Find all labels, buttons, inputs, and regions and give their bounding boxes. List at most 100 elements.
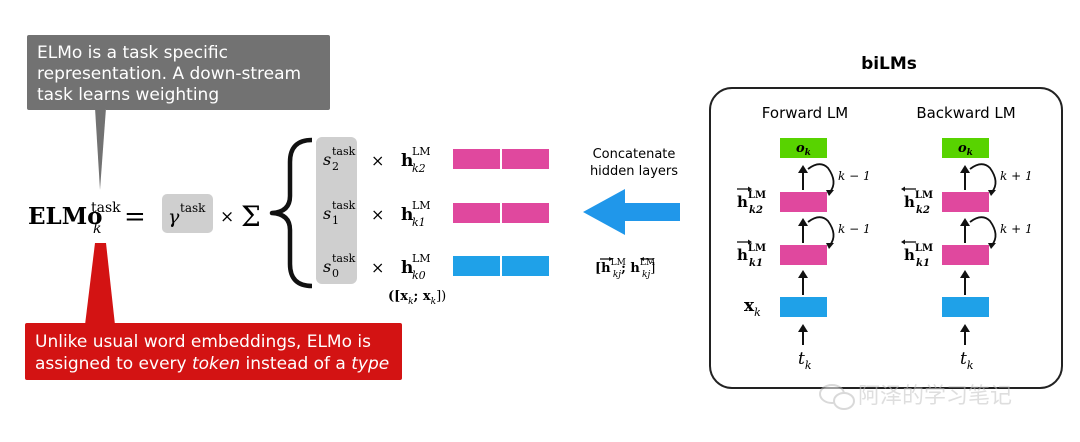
- svg-text:([xk; xk]): ([xk; xk]): [388, 289, 446, 307]
- s-sub: 2: [332, 160, 339, 173]
- callout-text: assigned to every: [35, 354, 192, 374]
- s-symbol: s: [323, 204, 331, 223]
- h-sub: k0: [412, 269, 426, 282]
- forward-loop-label: k − 1: [838, 169, 871, 183]
- wechat-icon: [819, 384, 855, 410]
- forward-loop-heads: [826, 190, 834, 249]
- forward-loop-label: k − 1: [838, 222, 871, 236]
- callout-line: representation. A down-stream: [37, 64, 302, 84]
- backward-h-bottom: hLM k1: [904, 243, 933, 269]
- weights-box: [316, 137, 357, 284]
- gamma-symbol: γ: [168, 206, 180, 228]
- forward-hidden-bottom: [780, 245, 827, 265]
- forward-arrows: [798, 165, 808, 345]
- weight-row-1: s task 1 × h LM k1: [323, 199, 431, 229]
- backward-recurrent-loops: [969, 163, 997, 246]
- vector-row-0: [453, 256, 549, 276]
- callout-text: instead of a: [240, 354, 352, 374]
- backward-h-arrows: [640, 186, 916, 261]
- type-word: type: [351, 354, 390, 374]
- concat-formula: [hLM kj; hLM kj]: [595, 258, 655, 280]
- callout-line: assigned to every token instead of a typ…: [35, 353, 392, 375]
- weight-row-2: s task 2 × h LM k2: [323, 145, 431, 175]
- h-sup: LM: [412, 199, 431, 212]
- backward-loop-label: k + 1: [1000, 169, 1033, 183]
- pink-segment: [453, 149, 500, 169]
- forward-output-label: ok: [796, 141, 811, 158]
- elmo-sub: k: [93, 221, 101, 237]
- bilms-title: biLMs: [861, 54, 917, 74]
- blue-segment: [453, 256, 500, 276]
- pink-segment: [453, 203, 500, 223]
- times-sign: ×: [220, 207, 234, 227]
- concat-label-line1: Concatenate: [593, 147, 676, 162]
- forward-input-box: [780, 297, 827, 317]
- concat-label-line2: hidden layers: [590, 164, 678, 179]
- pink-segment: [502, 203, 549, 223]
- forward-h-bottom: hLM k1: [737, 243, 766, 269]
- gamma-sup: task: [180, 201, 206, 215]
- concat-arrow: [583, 189, 680, 235]
- weight-row-0: s task 0 × h LM k0: [323, 252, 431, 282]
- callout-line: task learns weighting parameters: [37, 85, 220, 126]
- forward-output-box: [780, 138, 827, 158]
- forward-recurrent-loops: [807, 163, 835, 246]
- h-sub: k2: [412, 162, 426, 175]
- backward-arrows: [960, 165, 970, 345]
- input-x-label: xk: [744, 296, 761, 319]
- h-symbol: h: [401, 151, 413, 171]
- backward-hidden-bottom: [942, 245, 989, 265]
- s-sub: 1: [332, 214, 339, 227]
- backward-loop-heads: [988, 190, 996, 249]
- sum-symbol: Σ: [241, 200, 261, 233]
- elmo-sup: task: [91, 200, 121, 216]
- h-sup: LM: [412, 145, 431, 158]
- backward-lm-title: Backward LM: [916, 104, 1015, 122]
- elmo-term: ELMo: [28, 203, 103, 230]
- s-symbol: s: [323, 257, 331, 276]
- callout-line: Unlike usual word embeddings, ELMo is: [35, 332, 371, 352]
- s-sup: task: [332, 199, 356, 212]
- times-sign: ×: [371, 258, 384, 277]
- vector-row-1: [453, 203, 549, 223]
- h-sup: LM: [412, 252, 431, 265]
- backward-h-top: hLM k2: [904, 190, 933, 216]
- backward-hidden-top: [942, 192, 989, 212]
- times-sign: ×: [371, 151, 384, 170]
- s-sup: task: [332, 252, 356, 265]
- gray-callout-pointer: [95, 108, 106, 190]
- callout-line: ELMo is a task specific: [37, 43, 228, 63]
- pink-segment: [502, 149, 549, 169]
- word-embeddings-callout: Unlike usual word embeddings, ELMo is as…: [25, 323, 402, 380]
- forward-h-top: hLM k2: [737, 190, 766, 216]
- forward-lm-title: Forward LM: [762, 104, 848, 122]
- s-sub: 0: [332, 267, 339, 280]
- forward-token-label: tk: [798, 349, 812, 372]
- times-sign: ×: [371, 205, 384, 224]
- s-sup: task: [332, 145, 356, 158]
- watermark-text: 阿泽的学习笔记: [858, 384, 1012, 409]
- h-symbol: h: [401, 205, 413, 225]
- s-symbol: s: [323, 150, 331, 169]
- task-specific-callout: ELMo is a task specific representation. …: [27, 35, 330, 126]
- blue-segment: [502, 256, 549, 276]
- backward-loop-label: k + 1: [1000, 222, 1033, 236]
- forward-h-arrows: [600, 186, 752, 261]
- backward-output-label: ok: [958, 141, 973, 158]
- vector-row-2: [453, 149, 549, 169]
- backward-token-label: tk: [960, 349, 974, 372]
- bilm-box: [709, 87, 1063, 389]
- curly-brace: [269, 137, 313, 289]
- watermark: 阿泽的学习笔记: [819, 384, 1012, 410]
- forward-hidden-top: [780, 192, 827, 212]
- input-concat-label: ([xk; xk]): [388, 289, 446, 307]
- backward-input-box: [942, 297, 989, 317]
- gamma-box: [162, 194, 213, 233]
- h-sub: k1: [412, 216, 426, 229]
- red-callout-pointer: [85, 243, 115, 325]
- backward-output-box: [942, 138, 989, 158]
- token-word: token: [191, 354, 241, 374]
- h-symbol: h: [401, 258, 413, 278]
